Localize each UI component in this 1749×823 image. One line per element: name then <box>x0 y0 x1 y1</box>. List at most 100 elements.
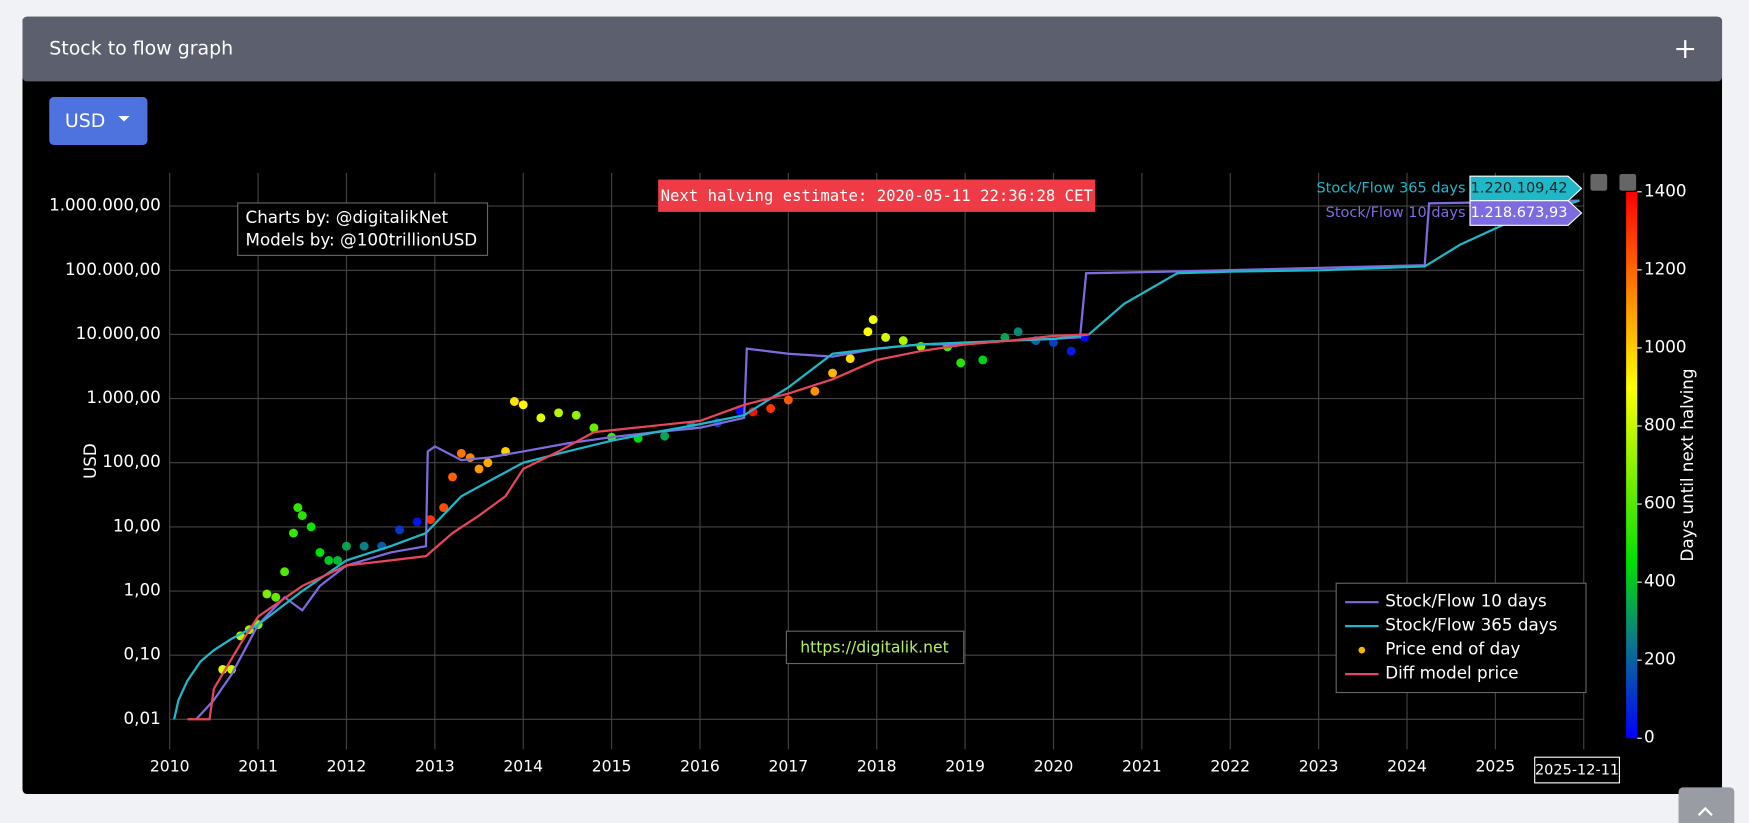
price-point <box>315 547 325 557</box>
legend-label: Stock/Flow 10 days <box>1385 591 1546 611</box>
x-tick-label: 2022 <box>1210 758 1250 776</box>
price-point <box>1049 337 1058 347</box>
price-point <box>342 541 351 551</box>
x-tick-label: 2024 <box>1387 758 1427 776</box>
card-title: Stock to flow graph <box>49 38 233 60</box>
colorbar-tick-label: 600 <box>1644 493 1676 513</box>
price-point <box>536 413 546 423</box>
price-point <box>425 515 435 525</box>
y-tick-label: 1.000,00 <box>86 387 160 407</box>
price-point <box>845 354 855 364</box>
legend-label: Stock/Flow 365 days <box>1385 615 1557 635</box>
series-layer <box>173 199 1580 721</box>
colorbar-title: Days until next halving <box>1677 369 1697 562</box>
x-tick-label: 2016 <box>680 758 720 776</box>
hover-x-label: 2025-12-11 <box>1535 763 1619 779</box>
modebar-button[interactable] <box>1590 173 1608 191</box>
colorbar <box>1626 191 1638 739</box>
price-point <box>359 541 369 551</box>
y-tick-label: 1.000.000,00 <box>49 195 161 215</box>
move-icon[interactable] <box>1676 40 1695 58</box>
x-tick-label: 2018 <box>857 758 897 776</box>
price-point <box>863 327 873 337</box>
currency-button[interactable] <box>49 97 148 145</box>
colorbar-tick-label: 0 <box>1644 727 1655 747</box>
price-point <box>810 386 820 396</box>
price-point <box>881 332 891 342</box>
price-point <box>483 458 493 468</box>
annotation-box <box>785 630 965 665</box>
price-point <box>271 592 281 602</box>
x-tick-label: 2010 <box>150 758 190 776</box>
price-point <box>554 408 564 418</box>
x-tick-label: 2025 <box>1476 758 1516 776</box>
price-point <box>589 423 599 433</box>
currency-label[interactable]: USD <box>65 110 105 132</box>
price-point <box>1013 327 1023 337</box>
price-point <box>448 472 457 482</box>
y-axis-title: USD <box>80 443 100 479</box>
price-point <box>333 555 343 565</box>
y-tick-label: 1,00 <box>124 580 161 600</box>
legend-label: Diff model price <box>1385 663 1518 683</box>
card-header <box>22 16 1723 82</box>
price-point <box>978 355 988 365</box>
price-point <box>509 397 519 406</box>
x-tick-label: 2013 <box>415 758 455 776</box>
price-point <box>297 511 307 521</box>
price-point <box>766 404 776 413</box>
hover-name: Stock/Flow 10 days <box>1326 205 1466 221</box>
annotation-box <box>237 202 489 256</box>
modebar-button[interactable] <box>1619 173 1637 191</box>
hover-box <box>1469 200 1583 226</box>
dropdown-caret[interactable] <box>118 115 130 122</box>
hover-value: 1.218.673,93 <box>1471 205 1568 221</box>
colorbar-tick-label: 1400 <box>1644 180 1687 200</box>
y-tick-label: 0,10 <box>124 644 161 664</box>
scroll-top-icon[interactable] <box>1697 806 1713 816</box>
annotation-box <box>658 179 1096 212</box>
price-point <box>518 400 528 410</box>
scroll-top-button[interactable] <box>1678 787 1735 823</box>
y-tick-label: 100,00 <box>102 451 160 471</box>
colorbar-tick-label: 1200 <box>1644 258 1687 278</box>
y-tick-label: 10.000,00 <box>76 323 161 343</box>
hover-x-box <box>1534 756 1620 784</box>
series-line <box>187 333 1089 721</box>
x-tick-label: 2019 <box>945 758 985 776</box>
plot: 2010 2011 2012 2013 2014 2015 2016 2017 2018 2019… <box>49 172 1697 784</box>
price-point <box>748 407 758 417</box>
x-tick-label: 2023 <box>1299 758 1339 776</box>
price-point <box>439 503 449 513</box>
y-tick-label: 0,01 <box>124 708 161 728</box>
price-point <box>1066 346 1076 356</box>
price-point <box>280 567 290 577</box>
price-point <box>288 528 298 538</box>
x-tick-label: 2015 <box>592 758 632 776</box>
legend-marker <box>1358 646 1366 654</box>
price-point <box>868 315 878 325</box>
y-tick-label: 10,00 <box>113 515 161 535</box>
credit-annotation: Models by: @100trillionUSD <box>246 229 478 249</box>
price-point <box>898 336 908 346</box>
price-point <box>956 358 966 368</box>
hover-name: Stock/Flow 365 days <box>1316 180 1465 196</box>
legend-label: Price end of day <box>1385 639 1520 659</box>
credit-annotation: Charts by: @digitalikNet <box>246 207 449 227</box>
x-tick-label: 2020 <box>1034 758 1074 776</box>
x-tick-label: 2012 <box>327 758 367 776</box>
price-point <box>1000 332 1010 342</box>
price-point <box>465 453 475 463</box>
price-point <box>324 555 334 565</box>
colorbar-tick-label: 400 <box>1644 571 1676 591</box>
price-point <box>262 589 272 599</box>
url-annotation: https://digitalik.net <box>800 638 948 656</box>
colorbar-tick-label: 1000 <box>1644 336 1687 356</box>
x-tick-label: 2021 <box>1122 758 1162 776</box>
price-point <box>293 503 303 513</box>
price-point <box>571 410 581 420</box>
price-point <box>660 431 670 441</box>
price-point <box>783 395 793 405</box>
